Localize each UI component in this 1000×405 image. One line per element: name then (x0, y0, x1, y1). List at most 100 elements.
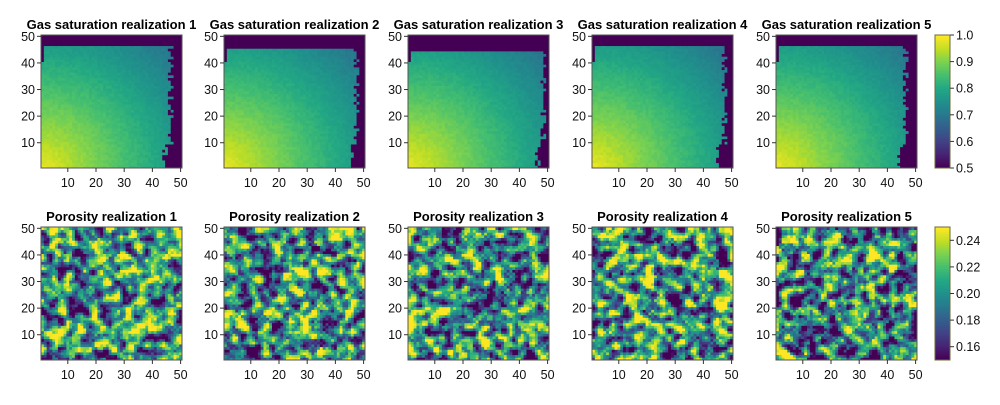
heatmap-cell (134, 40, 137, 43)
x-tick-label: 20 (89, 176, 103, 190)
heatmap-cell (103, 88, 106, 91)
heatmap-cell (340, 88, 343, 91)
heatmap-cell (176, 123, 179, 126)
heatmap-cell (241, 157, 244, 160)
heatmap-cell (340, 64, 343, 67)
heatmap-cell (89, 72, 92, 75)
heatmap-cell (137, 70, 140, 73)
heatmap-cell (266, 75, 269, 78)
heatmap-cell (309, 75, 312, 78)
heatmap-cell (359, 128, 362, 131)
heatmap-cell (174, 54, 177, 57)
heatmap-cell (340, 157, 343, 160)
heatmap-cell (275, 120, 278, 123)
heatmap-cell (300, 54, 303, 57)
heatmap-cell (109, 86, 112, 89)
heatmap-cell (131, 83, 134, 86)
heatmap-cell (342, 83, 345, 86)
heatmap-cell (126, 149, 129, 152)
heatmap-cell (345, 38, 348, 41)
heatmap-cell (303, 128, 306, 131)
heatmap-cell (171, 88, 174, 91)
heatmap-cell (283, 128, 286, 131)
heatmap-cell (89, 96, 92, 99)
heatmap-cell (137, 160, 140, 163)
heatmap-cell (89, 51, 92, 54)
heatmap-cell (47, 120, 50, 123)
heatmap-cell (345, 62, 348, 65)
heatmap-cell (289, 46, 292, 49)
heatmap-cell (100, 56, 103, 59)
heatmap-cell (263, 51, 266, 54)
heatmap-cell (49, 155, 52, 158)
heatmap-cell (140, 75, 143, 78)
heatmap-cell (83, 46, 86, 49)
heatmap-cell (176, 99, 179, 102)
heatmap-cell (247, 67, 250, 70)
heatmap-cell (80, 136, 83, 139)
heatmap-cell (263, 70, 266, 73)
heatmap-cell (165, 155, 168, 158)
heatmap-cell (314, 109, 317, 112)
heatmap-cell (357, 131, 360, 134)
heatmap-cell (174, 136, 177, 139)
heatmap-cell (171, 102, 174, 105)
heatmap-cell (80, 115, 83, 118)
heatmap-cell (241, 123, 244, 126)
heatmap-cell (326, 109, 329, 112)
heatmap-cell (345, 70, 348, 73)
heatmap-cell (357, 62, 360, 65)
heatmap-cell (114, 62, 117, 65)
heatmap-cell (323, 75, 326, 78)
heatmap-cell (238, 115, 241, 118)
heatmap-cell (123, 96, 126, 99)
heatmap-cell (120, 99, 123, 102)
heatmap-cell (289, 128, 292, 131)
heatmap-cell (58, 40, 61, 43)
heatmap-cell (168, 48, 171, 51)
heatmap-cell (165, 131, 168, 134)
heatmap-cell (261, 72, 264, 75)
heatmap-cell (258, 104, 261, 107)
heatmap-cell (151, 139, 154, 142)
heatmap-cell (143, 70, 146, 73)
heatmap-cell (89, 38, 92, 41)
heatmap-cell (92, 107, 95, 110)
heatmap-cell (58, 96, 61, 99)
heatmap-cell (326, 38, 329, 41)
heatmap-cell (95, 99, 98, 102)
heatmap-cell (117, 94, 120, 97)
heatmap-cell (95, 139, 98, 142)
heatmap-cell (66, 99, 69, 102)
heatmap-cell (354, 99, 357, 102)
heatmap-cell (357, 38, 360, 41)
heatmap-cell (357, 149, 360, 152)
heatmap-cell (326, 43, 329, 46)
heatmap-cell (126, 64, 129, 67)
heatmap-cell (168, 133, 171, 136)
heatmap-cell (227, 128, 230, 131)
heatmap-cell (171, 62, 174, 65)
heatmap-cell (49, 107, 52, 110)
heatmap-cell (278, 70, 281, 73)
heatmap-cell (247, 131, 250, 134)
heatmap-cell (145, 88, 148, 91)
heatmap-cell (148, 94, 151, 97)
heatmap-cell (134, 56, 137, 59)
heatmap-cell (55, 112, 58, 115)
heatmap-cell (334, 56, 337, 59)
heatmap-cell (348, 70, 351, 73)
heatmap-cell (263, 160, 266, 163)
heatmap-cell (120, 160, 123, 163)
heatmap-cell (89, 59, 92, 62)
heatmap-cell (278, 139, 281, 142)
heatmap-cell (78, 102, 81, 105)
heatmap-cell (227, 141, 230, 144)
heatmap-cell (49, 123, 52, 126)
heatmap-cell (252, 147, 255, 150)
heatmap-cell (261, 144, 264, 147)
heatmap-cell (258, 112, 261, 115)
heatmap-cell (55, 86, 58, 89)
heatmap-cell (75, 91, 78, 94)
heatmap-cell (137, 72, 140, 75)
